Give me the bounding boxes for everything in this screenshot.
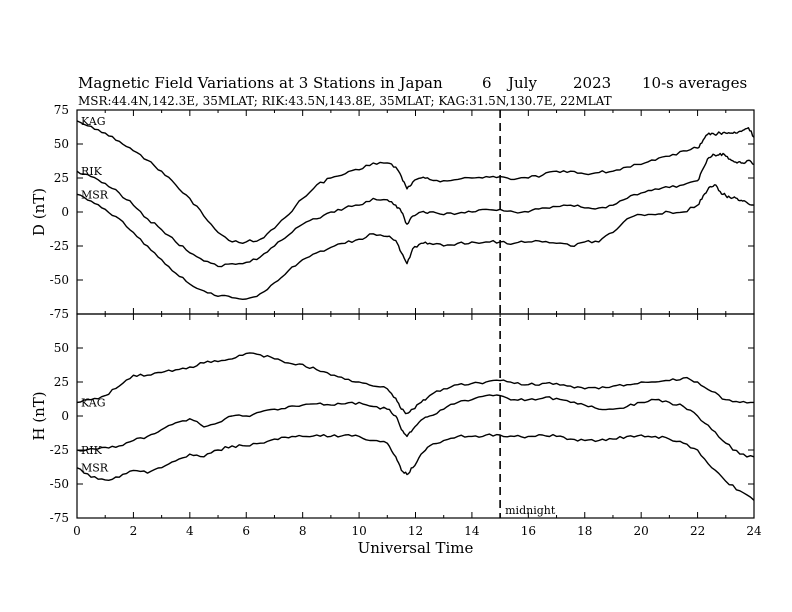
series-label-rik: RIK xyxy=(81,444,103,457)
chart-date-year: 2023 xyxy=(573,74,611,92)
chart-date-month: July xyxy=(506,74,537,92)
series-line-msr xyxy=(76,184,755,300)
y-tick-label: 0 xyxy=(61,205,69,219)
y-tick-label: 25 xyxy=(54,171,69,185)
panel-frame xyxy=(76,109,755,315)
x-tick-label: 0 xyxy=(73,524,81,538)
series-line-kag xyxy=(76,120,755,244)
x-tick-label: 4 xyxy=(186,524,194,538)
y-tick-label: -75 xyxy=(50,511,69,525)
series-line-rik xyxy=(76,394,755,458)
series-label-rik: RIK xyxy=(81,165,103,178)
midnight-label: midnight xyxy=(505,504,556,517)
y-tick-label: -75 xyxy=(50,307,69,321)
x-tick-label: 20 xyxy=(634,524,649,538)
y-tick-label: -25 xyxy=(50,239,69,253)
series-label-kag: KAG xyxy=(81,115,106,128)
y-tick-label: 50 xyxy=(54,137,69,151)
x-tick-label: 24 xyxy=(746,524,762,538)
y-axis-label: D (nT) xyxy=(30,188,48,236)
chart-title: Magnetic Field Variations at 3 Stations … xyxy=(78,74,443,92)
series-line-rik xyxy=(76,152,755,268)
series-label-msr: MSR xyxy=(81,462,109,475)
x-tick-label: 12 xyxy=(408,524,423,538)
panel-frame xyxy=(76,313,755,519)
series-label-kag: KAG xyxy=(81,396,106,409)
x-tick-label: 6 xyxy=(242,524,250,538)
series-line-msr xyxy=(76,433,755,501)
x-tick-label: 2 xyxy=(130,524,138,538)
chart-overlay: midnight xyxy=(499,110,556,518)
y-tick-label: 25 xyxy=(54,375,69,389)
y-tick-label: -50 xyxy=(50,273,69,287)
y-axis-label: H (nT) xyxy=(30,391,48,440)
series-line-kag xyxy=(76,352,754,415)
x-tick-label: 16 xyxy=(521,524,536,538)
x-tick-label: 8 xyxy=(299,524,307,538)
chart-averaging: 10-s averages xyxy=(642,74,747,92)
y-tick-label: 0 xyxy=(61,409,69,423)
chart-date-day: 6 xyxy=(482,74,492,92)
series-label-msr: MSR xyxy=(81,188,109,201)
y-tick-label: -25 xyxy=(50,443,69,457)
panel-d-component: 75 50 25 0 -25 -50 -75 D (nT) KAG RIK MSR xyxy=(30,103,755,321)
x-tick-label: 22 xyxy=(690,524,705,538)
x-axis-label: Universal Time xyxy=(358,539,474,557)
y-tick-label: 50 xyxy=(54,341,69,355)
chart-header: Magnetic Field Variations at 3 Stations … xyxy=(78,74,747,108)
x-tick-label: 18 xyxy=(577,524,592,538)
x-tick-label: 14 xyxy=(464,524,480,538)
x-tick-label: 10 xyxy=(351,524,366,538)
chart-subtitle: MSR:44.4N,142.3E, 35MLAT; RIK:43.5N,143.… xyxy=(78,94,612,108)
y-tick-label: -50 xyxy=(50,477,69,491)
y-tick-label: 75 xyxy=(54,103,69,117)
